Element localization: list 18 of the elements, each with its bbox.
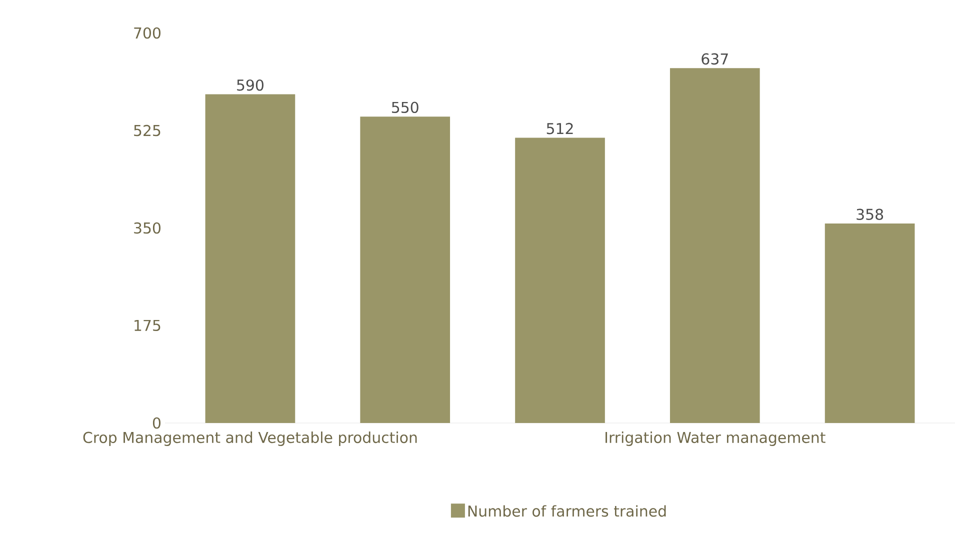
bar [360, 116, 450, 423]
bar [670, 68, 760, 423]
bar [205, 94, 296, 423]
y-tick-label: 0 [152, 417, 160, 429]
x-tick-label: Crop Management and Vegetable production [83, 432, 417, 446]
data-label: 512 [546, 122, 573, 134]
bar [824, 224, 915, 423]
x-tick-label: Irrigation Water management [606, 432, 826, 446]
y-tick-label: 525 [134, 124, 160, 136]
legend-label: Number of farmers trained [468, 505, 666, 517]
data-label: 358 [856, 208, 884, 220]
data-label: 550 [392, 102, 418, 114]
bar [515, 138, 605, 423]
data-label: 590 [237, 79, 264, 91]
y-tick-label: 175 [134, 320, 160, 332]
data-label: 637 [702, 53, 728, 65]
y-tick-label: 350 [134, 222, 160, 234]
y-tick-label: 700 [134, 27, 160, 39]
